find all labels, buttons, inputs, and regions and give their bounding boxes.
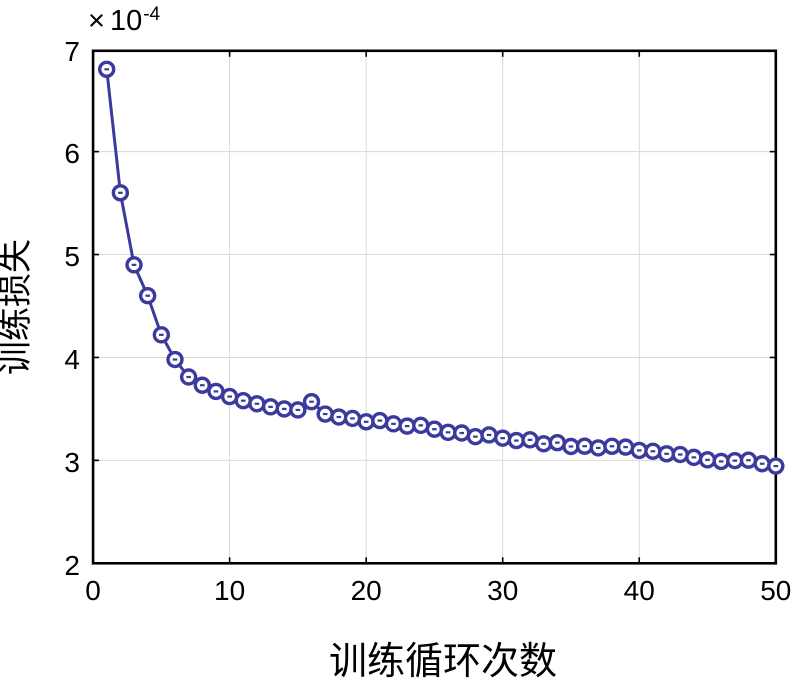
svg-text:6: 6 bbox=[64, 138, 80, 169]
svg-text:50: 50 bbox=[760, 575, 791, 606]
svg-text:3: 3 bbox=[64, 447, 80, 478]
svg-text:40: 40 bbox=[624, 575, 655, 606]
svg-text:30: 30 bbox=[487, 575, 518, 606]
svg-text:7: 7 bbox=[64, 36, 80, 67]
svg-text:4: 4 bbox=[64, 344, 80, 375]
svg-text:20: 20 bbox=[351, 575, 382, 606]
svg-text:10: 10 bbox=[214, 575, 245, 606]
svg-text:5: 5 bbox=[64, 241, 80, 272]
svg-text:2: 2 bbox=[64, 550, 80, 581]
svg-text:训练损失: 训练损失 bbox=[0, 239, 35, 375]
svg-text:训练循环次数: 训练循环次数 bbox=[329, 641, 557, 680]
svg-text:0: 0 bbox=[85, 575, 101, 606]
